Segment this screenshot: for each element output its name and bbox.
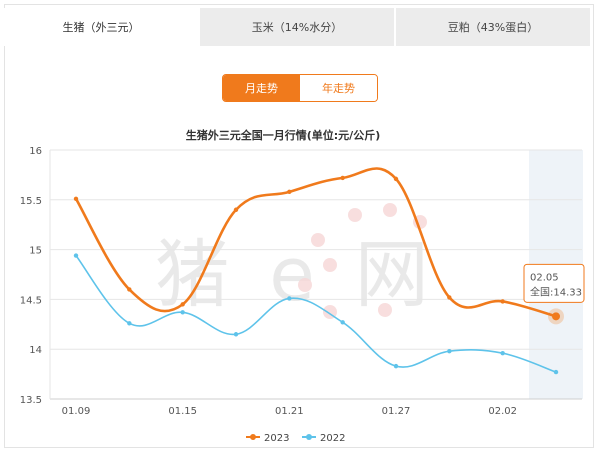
data-point [233, 207, 239, 212]
data-point [127, 287, 132, 292]
x-tick-label: 01.21 [275, 406, 304, 417]
legend-label: 2022 [320, 433, 345, 444]
x-tick-label: 01.27 [382, 406, 411, 417]
data-point [552, 312, 560, 321]
data-point [127, 321, 132, 326]
watermark-dot [383, 203, 397, 217]
chart-title: 生猪外三元全国一月行情(单位:元/公斤) [186, 128, 380, 142]
data-point [287, 296, 292, 301]
data-point [393, 363, 399, 369]
chart-tooltip: 02.05 全国:14.33 [523, 263, 585, 303]
yearly-trend-button[interactable]: 年走势 [300, 75, 377, 101]
x-tick-label: 02.02 [488, 406, 517, 417]
data-point [180, 302, 185, 307]
watermark-dot [348, 208, 362, 222]
y-tick-label: 15.5 [20, 196, 42, 207]
legend-swatch-dot [250, 434, 256, 440]
tooltip-date: 02.05 [530, 272, 559, 283]
data-point [447, 348, 452, 354]
data-point [287, 189, 292, 195]
data-point [340, 320, 345, 325]
watermark-dot [311, 233, 325, 247]
watermark-dot [323, 258, 337, 272]
series-line-2023 [74, 167, 557, 318]
y-tick-label: 16 [29, 146, 42, 157]
x-tick-label: 01.15 [168, 406, 197, 417]
tab-hog[interactable]: 生猪（外三元） [4, 8, 198, 46]
watermark-logo: 猪e网 [155, 203, 429, 319]
data-point [73, 196, 79, 202]
legend-label: 2023 [264, 433, 289, 444]
data-point [553, 369, 559, 375]
chart-series [73, 167, 564, 375]
x-tick-label: 01.09 [62, 406, 91, 417]
y-tick-label: 15 [29, 246, 42, 257]
y-tick-label: 13.5 [20, 395, 42, 406]
data-point [233, 332, 239, 337]
y-axis-ticks: 13.5 14 14.5 15 15.5 16 [20, 146, 42, 406]
data-point [340, 175, 345, 181]
tab-corn[interactable]: 玉米（14%水分） [198, 8, 394, 46]
y-tick-label: 14 [29, 345, 42, 356]
data-point [447, 295, 452, 300]
commodity-tabs: 生猪（外三元） 玉米（14%水分） 豆粕（43%蛋白） [4, 8, 590, 46]
data-point [73, 253, 79, 258]
x-axis-ticks: 01.09 01.15 01.21 01.27 02.02 [62, 406, 517, 417]
watermark-dot [298, 278, 312, 292]
data-point [500, 350, 505, 356]
watermark-dot [378, 303, 392, 317]
series-line-2022 [75, 255, 557, 373]
tooltip-value: 全国:14.33 [530, 285, 582, 298]
legend-swatch-dot [306, 434, 312, 440]
tooltip-box [523, 263, 585, 303]
data-point [500, 299, 505, 304]
tab-soymeal[interactable]: 豆粕（43%蛋白） [394, 8, 590, 46]
monthly-trend-button[interactable]: 月走势 [223, 75, 300, 101]
y-tick-label: 14.5 [20, 295, 42, 306]
period-toggle: 月走势 年走势 [222, 74, 378, 102]
chart-legend: 2023 2022 [246, 433, 345, 444]
data-point [180, 310, 185, 315]
data-point [393, 176, 399, 182]
